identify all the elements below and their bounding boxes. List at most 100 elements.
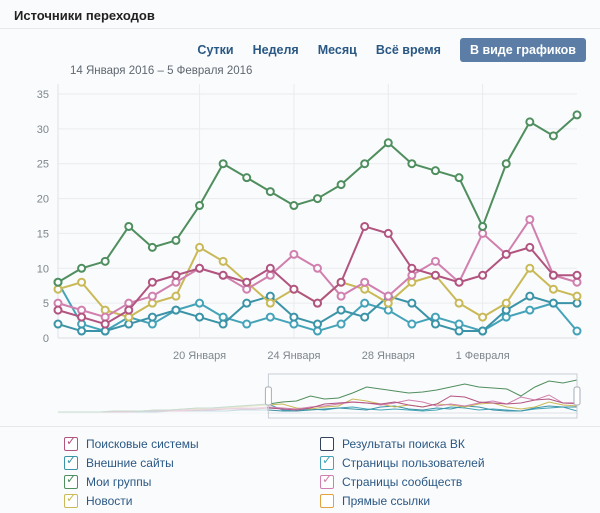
data-point-external-sites[interactable] bbox=[548, 298, 558, 308]
data-point-search-engines[interactable] bbox=[313, 298, 322, 308]
data-point-community-pages[interactable] bbox=[360, 277, 370, 287]
data-point-community-pages[interactable] bbox=[171, 277, 181, 287]
data-point-my-groups[interactable] bbox=[336, 180, 346, 190]
data-point-external-sites[interactable] bbox=[242, 298, 252, 308]
data-point-external-sites[interactable] bbox=[336, 305, 346, 315]
data-point-external-sites[interactable] bbox=[360, 312, 370, 322]
data-point-my-groups[interactable] bbox=[478, 221, 488, 231]
tab-week[interactable]: Неделя bbox=[252, 43, 299, 57]
data-point-my-groups[interactable] bbox=[454, 173, 464, 183]
tab-day[interactable]: Сутки bbox=[197, 43, 234, 57]
data-point-news[interactable] bbox=[525, 263, 535, 273]
data-point-community-pages[interactable] bbox=[242, 284, 252, 294]
data-point-my-groups[interactable] bbox=[242, 173, 252, 183]
legend-checkbox-external-sites-checked[interactable]: ✓ bbox=[64, 454, 78, 470]
data-point-search-engines[interactable] bbox=[525, 242, 535, 252]
legend-item-direct-links[interactable]: Прямые ссылки bbox=[320, 491, 576, 510]
data-point-external-sites[interactable] bbox=[430, 319, 440, 329]
data-point-user-pages[interactable] bbox=[195, 298, 205, 308]
legend-item-community-pages[interactable]: ✓ Страницы сообществ bbox=[320, 472, 576, 491]
data-point-user-pages[interactable] bbox=[289, 319, 299, 329]
data-point-my-groups[interactable] bbox=[53, 277, 63, 287]
data-point-my-groups[interactable] bbox=[100, 256, 110, 266]
navigator-handle[interactable] bbox=[264, 386, 272, 406]
legend-item-vk-search-results[interactable]: Результаты поиска ВК bbox=[320, 434, 576, 453]
data-point-search-engines[interactable] bbox=[242, 277, 252, 287]
data-point-search-engines[interactable] bbox=[171, 270, 181, 280]
data-point-external-sites[interactable] bbox=[289, 312, 299, 322]
data-point-community-pages[interactable] bbox=[124, 298, 134, 308]
data-point-search-engines[interactable] bbox=[360, 221, 370, 231]
legend-item-external-sites[interactable]: ✓ Внешние сайты bbox=[64, 453, 320, 472]
data-point-community-pages[interactable] bbox=[478, 228, 488, 238]
legend-checkbox-vk-search-results-unchecked[interactable] bbox=[320, 436, 334, 451]
legend-checkbox-direct-links-unchecked[interactable] bbox=[320, 493, 334, 508]
data-point-user-pages[interactable] bbox=[407, 319, 417, 329]
data-point-my-groups[interactable] bbox=[407, 159, 417, 169]
legend-checkbox-user-pages-checked[interactable]: ✓ bbox=[320, 454, 334, 470]
data-point-news[interactable] bbox=[53, 284, 63, 294]
data-point-user-pages[interactable] bbox=[501, 312, 511, 322]
data-point-my-groups[interactable] bbox=[430, 166, 440, 176]
data-point-search-engines[interactable] bbox=[124, 305, 134, 315]
series-my-groups[interactable] bbox=[53, 110, 582, 287]
traffic-sources-line-chart[interactable]: 0 5 10 15 20 25 30 35 20 Января 24 Января 28 Январ… bbox=[0, 78, 600, 370]
data-point-my-groups[interactable] bbox=[218, 159, 228, 169]
data-point-user-pages[interactable] bbox=[242, 319, 252, 329]
legend-checkbox-news-checked[interactable]: ✓ bbox=[64, 492, 78, 508]
data-point-my-groups[interactable] bbox=[360, 159, 370, 169]
data-point-community-pages[interactable] bbox=[383, 291, 393, 301]
data-point-community-pages[interactable] bbox=[265, 270, 275, 280]
data-point-my-groups[interactable] bbox=[147, 242, 157, 252]
data-point-external-sites[interactable] bbox=[313, 319, 322, 329]
data-point-my-groups[interactable] bbox=[313, 194, 322, 204]
data-point-community-pages[interactable] bbox=[313, 263, 322, 273]
data-point-my-groups[interactable] bbox=[548, 131, 558, 141]
data-point-community-pages[interactable] bbox=[77, 305, 87, 315]
data-point-news[interactable] bbox=[100, 305, 110, 315]
data-point-search-engines[interactable] bbox=[501, 249, 511, 259]
data-point-external-sites[interactable] bbox=[195, 312, 205, 322]
tab-graph-view-active[interactable]: В виде графиков bbox=[459, 38, 586, 62]
data-point-search-engines[interactable] bbox=[100, 319, 110, 329]
navigator-handle[interactable] bbox=[573, 386, 581, 406]
data-point-external-sites[interactable] bbox=[525, 291, 535, 301]
series-external-sites[interactable] bbox=[53, 291, 582, 336]
series-search-engines[interactable] bbox=[53, 221, 582, 329]
data-point-user-pages[interactable] bbox=[313, 326, 322, 336]
data-point-search-engines[interactable] bbox=[218, 270, 228, 280]
data-point-news[interactable] bbox=[454, 298, 464, 308]
data-point-community-pages[interactable] bbox=[53, 298, 63, 308]
data-point-search-engines[interactable] bbox=[407, 263, 417, 273]
legend-item-news[interactable]: ✓ Новости bbox=[64, 491, 320, 510]
data-point-news[interactable] bbox=[124, 312, 134, 322]
data-point-user-pages[interactable] bbox=[525, 305, 535, 315]
data-point-search-engines[interactable] bbox=[77, 312, 87, 322]
data-point-external-sites[interactable] bbox=[265, 291, 275, 301]
series-news[interactable] bbox=[53, 242, 582, 322]
legend-checkbox-community-pages-checked[interactable]: ✓ bbox=[320, 473, 334, 489]
data-point-external-sites[interactable] bbox=[147, 312, 157, 322]
data-point-news[interactable] bbox=[147, 298, 157, 308]
data-point-search-engines[interactable] bbox=[478, 270, 488, 280]
data-point-news[interactable] bbox=[501, 298, 511, 308]
data-point-community-pages[interactable] bbox=[100, 312, 110, 322]
data-point-external-sites[interactable] bbox=[218, 319, 228, 329]
data-point-search-engines[interactable] bbox=[383, 228, 393, 238]
data-point-community-pages[interactable] bbox=[407, 270, 417, 280]
data-point-search-engines[interactable] bbox=[53, 305, 63, 315]
data-point-community-pages[interactable] bbox=[147, 291, 157, 301]
data-point-external-sites[interactable] bbox=[100, 326, 110, 336]
data-point-community-pages[interactable] bbox=[289, 249, 299, 259]
data-point-community-pages[interactable] bbox=[336, 291, 346, 301]
data-point-community-pages[interactable] bbox=[572, 277, 582, 287]
data-point-my-groups[interactable] bbox=[195, 201, 205, 211]
data-point-news[interactable] bbox=[265, 298, 275, 308]
data-point-search-engines[interactable] bbox=[548, 270, 558, 280]
data-point-external-sites[interactable] bbox=[171, 305, 181, 315]
data-point-search-engines[interactable] bbox=[195, 263, 205, 273]
data-point-news[interactable] bbox=[383, 298, 393, 308]
data-point-search-engines[interactable] bbox=[454, 277, 464, 287]
data-point-external-sites[interactable] bbox=[478, 326, 488, 336]
tab-alltime[interactable]: Всё время bbox=[375, 43, 441, 57]
